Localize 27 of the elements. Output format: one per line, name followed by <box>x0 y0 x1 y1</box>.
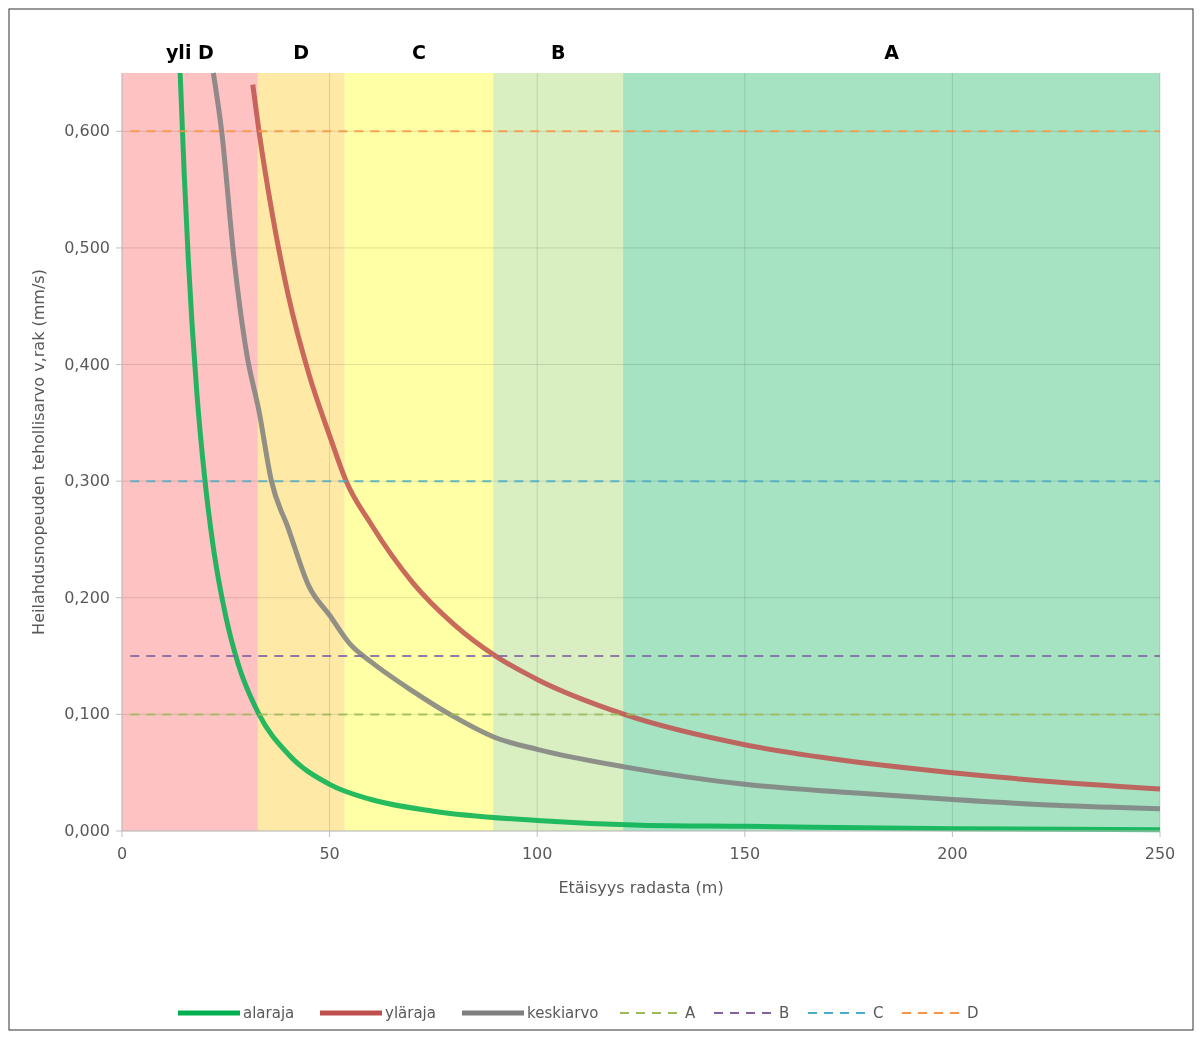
band-label: D <box>293 41 310 63</box>
y-tick-label: 0,600 <box>64 121 110 141</box>
x-tick-label: 50 <box>319 844 340 863</box>
legend-label: D <box>967 1004 979 1022</box>
x-tick-label: 200 <box>937 844 968 863</box>
x-tick-label: 250 <box>1144 844 1176 863</box>
legend-label: alaraja <box>243 1004 295 1022</box>
y-tick-label: 0,400 <box>64 354 110 374</box>
x-tick-label: 150 <box>729 844 761 863</box>
y-tick-label: 0,100 <box>64 704 110 724</box>
legend-label: B <box>779 1004 790 1022</box>
band-label: B <box>550 41 566 63</box>
x-tick-label: 0 <box>116 844 128 863</box>
x-tick-label: 100 <box>521 844 553 863</box>
legend-label: C <box>873 1004 884 1022</box>
legend-label: yläraja <box>385 1004 436 1022</box>
y-tick-label: 0,300 <box>64 471 110 491</box>
legend-label: A <box>685 1004 696 1022</box>
legend-label: keskiarvo <box>527 1004 599 1022</box>
y-tick-label: 0,000 <box>64 821 110 840</box>
y-axis-title: Heilahdusnopeuden tehollisarvo v,rak (mm/s) <box>29 269 48 635</box>
x-axis-title: Etäisyys radasta (m) <box>558 878 724 897</box>
band-label: A <box>884 41 900 63</box>
band-label: C <box>411 41 426 63</box>
band-label: yli D <box>165 41 214 63</box>
y-tick-label: 0,200 <box>64 587 110 607</box>
y-tick-label: 0,500 <box>64 237 110 257</box>
